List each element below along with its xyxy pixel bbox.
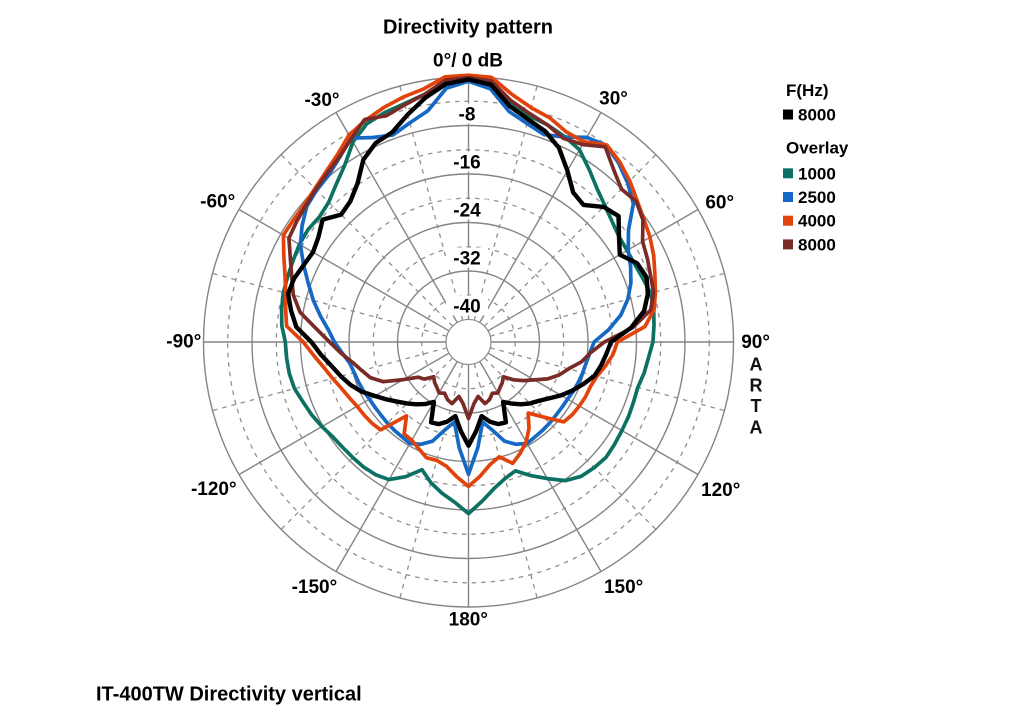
svg-text:-90°: -90°	[166, 331, 201, 352]
svg-text:A: A	[750, 418, 763, 438]
svg-text:IT-400TW Directivity vertical: IT-400TW Directivity vertical	[96, 684, 362, 706]
svg-text:T: T	[751, 396, 762, 416]
svg-text:1000: 1000	[798, 164, 836, 183]
svg-text:120°: 120°	[701, 480, 740, 501]
svg-text:A: A	[750, 355, 763, 375]
svg-text:-40: -40	[453, 296, 480, 317]
svg-text:F(Hz): F(Hz)	[786, 81, 828, 100]
svg-text:Overlay: Overlay	[786, 139, 849, 158]
svg-text:90°: 90°	[741, 332, 770, 353]
svg-text:2500: 2500	[798, 188, 836, 207]
svg-text:0°/ 0 dB: 0°/ 0 dB	[433, 51, 503, 72]
svg-text:150°: 150°	[604, 577, 643, 598]
svg-text:8000: 8000	[798, 235, 836, 254]
svg-text:8000: 8000	[798, 106, 836, 125]
svg-text:-32: -32	[453, 248, 480, 269]
svg-text:-24: -24	[453, 200, 481, 221]
svg-text:30°: 30°	[599, 88, 628, 109]
svg-text:-150°: -150°	[292, 577, 338, 598]
svg-text:Directivity pattern: Directivity pattern	[383, 17, 553, 39]
svg-text:60°: 60°	[705, 192, 734, 213]
svg-text:-120°: -120°	[191, 479, 237, 500]
svg-text:-30°: -30°	[304, 90, 339, 111]
svg-text:4000: 4000	[798, 212, 836, 231]
svg-text:-8: -8	[459, 104, 476, 125]
svg-text:R: R	[750, 376, 763, 396]
svg-text:180°: 180°	[449, 610, 488, 631]
svg-text:-16: -16	[453, 152, 480, 173]
svg-text:-60°: -60°	[200, 191, 235, 212]
